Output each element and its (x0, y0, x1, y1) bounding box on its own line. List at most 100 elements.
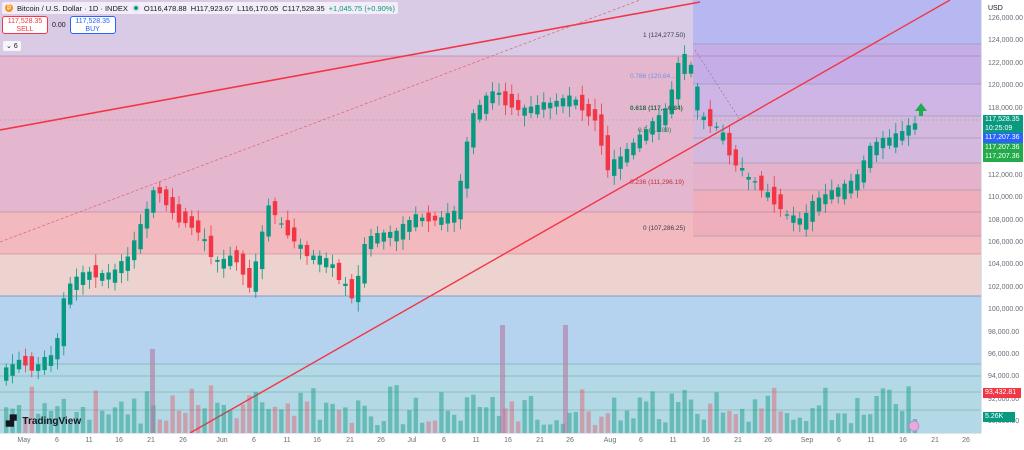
volume-bar (170, 395, 175, 433)
candle-body (490, 91, 495, 104)
price-axis-label: 118,000.00 (988, 104, 1023, 112)
volume-bar (279, 409, 284, 433)
lower-trendline[interactable] (189, 0, 951, 433)
volume-bar (100, 410, 105, 433)
symbol-title[interactable]: Bitcoin / U.S. Dollar · 1D · INDEX (17, 3, 128, 13)
candle-body (36, 364, 41, 371)
up-arrow-icon (915, 103, 927, 116)
volume-bar (471, 394, 476, 433)
candle-body (592, 109, 598, 121)
volume-bar (285, 403, 290, 433)
currency-label[interactable]: USD (988, 5, 1003, 12)
event-marker-icon[interactable] (908, 420, 920, 432)
time-axis[interactable]: May 6 11 16 21 26 Jun 6 11 16 21 26 Jul 6 11 16 21 26 Aug 6… (0, 433, 981, 450)
volume-bar (189, 388, 194, 433)
volume-tag: 5.26K (983, 412, 1015, 422)
candle-body (791, 215, 796, 223)
countdown-value: 10:25:09 (985, 125, 1013, 132)
price-chart[interactable] (0, 0, 981, 433)
price-axis-label: 110,000.00 (988, 194, 1023, 202)
candle-body (311, 255, 316, 260)
candle-body (784, 214, 790, 216)
volume-bar (810, 408, 815, 433)
candle-body (663, 108, 668, 126)
time-axis-label: 6 (55, 437, 59, 444)
candle-body (644, 129, 649, 141)
candle-body (80, 272, 86, 285)
candle-body (484, 95, 489, 114)
candle-body (772, 186, 777, 205)
candle-body (368, 235, 374, 250)
bitcoin-icon: ₿ (5, 4, 13, 12)
candle-body (528, 106, 534, 114)
candle-body (509, 93, 514, 108)
volume-bar (439, 392, 444, 433)
candle-body (144, 208, 150, 229)
volume-bar (528, 396, 534, 433)
buy-button[interactable]: 117,528.35 BUY (69, 16, 116, 34)
candle-body (880, 137, 886, 149)
volume-bar (4, 407, 9, 433)
volume-bar (855, 397, 860, 433)
price-axis-label: 96,000.00 (988, 351, 1020, 358)
zone-beige (0, 254, 981, 296)
candle-body (266, 205, 271, 237)
volume-bar (682, 390, 687, 433)
candle-body (816, 197, 822, 212)
candle-body (42, 357, 47, 371)
low-price-value: 93,432.81 (985, 389, 1017, 396)
candle-body (535, 104, 540, 115)
volume-bar (490, 396, 495, 433)
upper-channel-line[interactable] (0, 0, 641, 243)
volume-bar (381, 421, 386, 433)
volume-bar (541, 424, 546, 433)
market-status-icon[interactable] (131, 4, 140, 12)
ohlc-change: +1,045.75 (+0.90%) (328, 3, 395, 13)
candle-body (567, 95, 572, 107)
volume-bar (68, 423, 73, 433)
volume-bar (656, 419, 662, 433)
price-axis-label: 98,000.00 (988, 328, 1020, 336)
candle-body (746, 176, 751, 180)
sell-button[interactable]: 117,528.35 SELL (2, 16, 48, 34)
volume-bar (631, 418, 636, 433)
candle-body (714, 126, 719, 128)
price-axis[interactable]: USD 126,000.00 124,000.00 122,000.00 120,00… (981, 0, 1024, 433)
time-axis-label: 6 (252, 437, 256, 444)
time-axis-label: Sep (800, 437, 814, 444)
price-axis-label: 124,000.00 (988, 37, 1024, 45)
candle-body (836, 187, 841, 197)
volume-bar (368, 416, 374, 433)
candle-body (324, 258, 329, 268)
candle-body (68, 283, 73, 305)
time-axis-label: May (17, 437, 31, 444)
candle-body (106, 272, 111, 280)
volume-bar (413, 397, 418, 433)
candle-body (10, 364, 15, 376)
volume-bar (701, 419, 706, 433)
volume-bar (183, 412, 188, 433)
volume-bar (221, 404, 226, 433)
volume-bar (29, 386, 34, 433)
candle-body (522, 107, 527, 116)
volume-bar (407, 410, 412, 433)
time-axis-label: 6 (442, 437, 446, 444)
candle-body (740, 168, 745, 171)
candle-body (708, 109, 713, 127)
chart-area[interactable]: 1 (124,277.50) 0.786 (120,64... 0.618 (1… (0, 0, 981, 433)
fib-zone-382 (693, 163, 981, 190)
upper-trendline[interactable] (0, 1, 701, 131)
volume-bar (848, 423, 854, 433)
candle-body (503, 91, 508, 106)
volume-bar (426, 421, 431, 433)
volume-bar (624, 410, 630, 433)
volume-bar (42, 403, 47, 433)
volume-bar (829, 420, 834, 433)
candle-body (804, 212, 809, 230)
indicators-toggle[interactable]: ⌄ 6 (3, 41, 21, 51)
volume-bar (580, 389, 585, 433)
time-axis-label: 21 (536, 437, 544, 444)
volume-bar (150, 349, 155, 433)
candle-body (48, 355, 54, 366)
symbol-header[interactable]: ₿ Bitcoin / U.S. Dollar · 1D · INDEX O11… (2, 2, 398, 14)
